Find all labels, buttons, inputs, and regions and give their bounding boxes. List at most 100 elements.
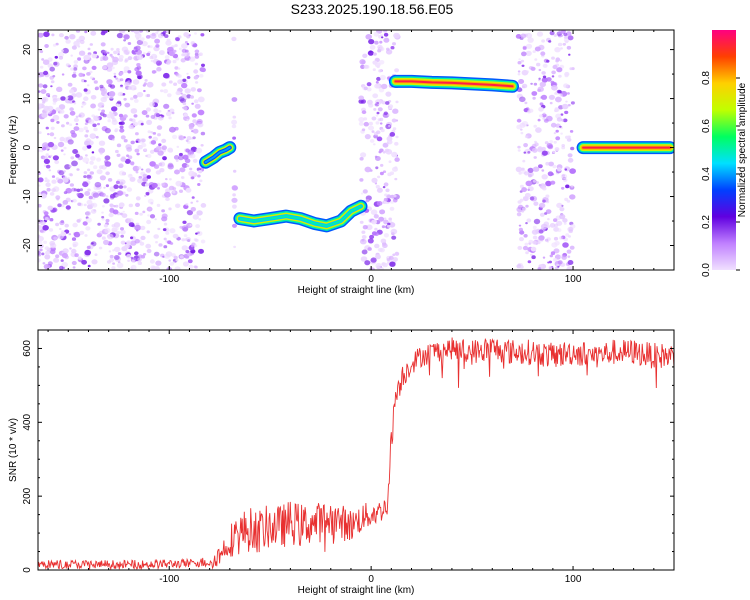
noise-blob [157, 150, 164, 156]
snr-y-ticks: 0 200 400 600 [22, 329, 674, 573]
noise-blob [515, 166, 523, 173]
noise-blob [118, 170, 126, 176]
noise-blob [175, 37, 180, 41]
noise-blob [72, 266, 76, 269]
noise-blob [360, 256, 368, 262]
noise-blob [104, 161, 112, 167]
noise-blob [516, 212, 522, 217]
noise-blob [108, 84, 112, 88]
noise-blob [155, 146, 162, 151]
noise-blob [92, 123, 97, 128]
noise-blob [94, 253, 98, 256]
noise-blob [542, 256, 546, 259]
noise-blob [372, 93, 379, 99]
noise-blob [173, 255, 178, 260]
noise-blob [168, 116, 172, 120]
noise-blob [47, 205, 54, 211]
noise-blob [233, 245, 237, 249]
noise-blob [567, 255, 571, 258]
noise-blob [388, 255, 394, 260]
noise-blob [127, 217, 134, 224]
noise-blob [376, 136, 383, 142]
noise-blob [70, 67, 74, 71]
noise-blob [103, 50, 108, 54]
noise-blob [378, 150, 382, 154]
noise-blob [540, 94, 548, 100]
noise-blob [62, 47, 69, 54]
noise-blob [79, 188, 83, 192]
noise-blob [61, 73, 65, 76]
noise-blob [559, 125, 562, 128]
noise-blob [124, 58, 129, 62]
noise-blob [142, 84, 146, 87]
noise-blob [393, 32, 400, 39]
noise-blob [192, 119, 197, 124]
colorbar-tick-label: 0.2 [701, 215, 712, 229]
noise-blob [384, 193, 388, 197]
noise-blob [119, 212, 123, 216]
noise-blob [126, 154, 130, 157]
noise-blob [541, 174, 548, 180]
noise-blob [517, 245, 523, 250]
noise-blob [565, 100, 568, 103]
noise-blob [90, 76, 93, 79]
noise-blob [554, 107, 560, 112]
noise-blob [137, 178, 144, 184]
x-tick-label: 100 [565, 274, 582, 285]
noise-blob [183, 113, 188, 117]
noise-blob [57, 203, 62, 208]
noise-blob [190, 201, 193, 204]
noise-blob [550, 122, 557, 128]
noise-blob [530, 253, 533, 256]
noise-blob [549, 254, 553, 258]
noise-blob [93, 165, 98, 170]
noise-blob [375, 166, 379, 170]
noise-blob [122, 210, 125, 213]
noise-blob [89, 43, 94, 46]
noise-blob [179, 255, 184, 259]
noise-blob [83, 126, 88, 131]
noise-blob [570, 146, 575, 151]
noise-blob [90, 95, 97, 100]
noise-blob [150, 201, 154, 205]
noise-blob [63, 170, 66, 173]
noise-blob [120, 234, 124, 238]
noise-blob [147, 130, 151, 134]
noise-blob [175, 258, 179, 262]
noise-blob [82, 66, 87, 71]
noise-blob [143, 253, 147, 256]
noise-blob [519, 184, 524, 189]
noise-blob [564, 110, 569, 115]
noise-blob [522, 245, 529, 251]
noise-blob [194, 244, 198, 247]
noise-blob [146, 93, 151, 98]
noise-blob [141, 41, 148, 47]
noise-blob [565, 135, 569, 139]
noise-blob [527, 167, 534, 173]
noise-blob [86, 245, 91, 250]
noise-blob [564, 73, 569, 78]
noise-blob [517, 149, 521, 152]
noise-blob [517, 73, 521, 76]
noise-blob [43, 158, 51, 164]
noise-blob [197, 183, 201, 186]
noise-blob [567, 153, 573, 158]
noise-blob [374, 83, 380, 89]
noise-blob [145, 35, 151, 39]
noise-blob [137, 75, 142, 80]
noise-blob [368, 125, 374, 131]
noise-blob [385, 101, 390, 105]
noise-blob [186, 119, 189, 122]
noise-blob [523, 196, 529, 202]
noise-blob [43, 70, 49, 76]
colorbar: 0.0 0.2 0.4 0.6 0.8 Normalized spectral ampl… [701, 30, 748, 277]
noise-blob [101, 217, 105, 221]
noise-blob [520, 59, 525, 63]
noise-blob [533, 156, 537, 159]
noise-blob [232, 136, 237, 140]
noise-blob [231, 36, 237, 42]
noise-blob [45, 93, 51, 97]
noise-blob [38, 177, 44, 183]
noise-blob [123, 97, 127, 101]
